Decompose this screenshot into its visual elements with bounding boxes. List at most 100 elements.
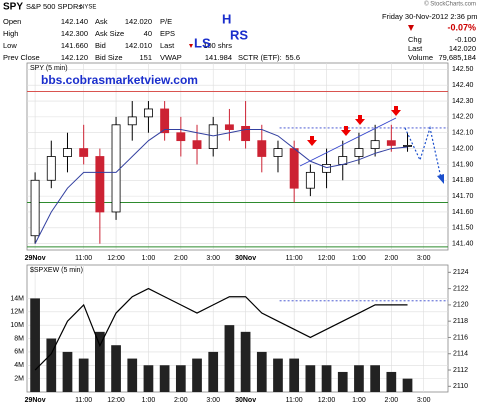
symbol: SPY [3, 2, 23, 13]
x-tick-label: 30Nov [235, 397, 256, 404]
volume-bar [208, 351, 219, 392]
volume-bar [127, 358, 138, 392]
candle-body [386, 140, 396, 146]
field-value: 142.140 [61, 17, 88, 26]
y2-tick-label: 2112 [453, 367, 468, 374]
field-value: 100 shrs [203, 41, 232, 50]
y-tick-label: 141.40 [452, 241, 474, 248]
candle-body [111, 124, 121, 213]
volume-bar [46, 338, 57, 392]
y-tick-label: 142.10 [452, 130, 474, 137]
copyright: © StockCharts.com [424, 1, 476, 8]
y2-tick-label: 2120 [453, 302, 469, 309]
x-tick-label: 3:00 [417, 255, 431, 262]
field-label: Low [3, 41, 17, 50]
datetime: Friday 30-Nov-2012 2:36 pm [382, 12, 477, 21]
candle-body [289, 148, 299, 189]
field-label: EPS [160, 29, 175, 38]
volume-bar [30, 298, 40, 392]
exchange: NYSE [80, 5, 96, 11]
x-tick-label: 11:00 [75, 397, 92, 404]
y2-tick-label: 2114 [453, 351, 468, 358]
volume-bar [273, 358, 283, 392]
field-label: Prev Close [3, 53, 40, 62]
y-tick-label: 6M [14, 349, 24, 356]
volume-bar [370, 365, 380, 392]
x-tick-label: 12:00 [107, 397, 125, 404]
down-triangle [408, 25, 414, 31]
y-tick-label: 142.20 [452, 114, 474, 121]
last-down-arrow [189, 44, 193, 48]
x-tick-label: 2:00 [385, 255, 399, 262]
candle-body [241, 125, 251, 142]
x-tick-label: 12:00 [318, 255, 336, 262]
x-tick-label: 3:00 [417, 397, 431, 404]
x-tick-label: 29Nov [25, 255, 46, 262]
x-tick-label: 11:00 [286, 397, 303, 404]
candle-body [46, 156, 56, 181]
down-arrow [391, 106, 401, 116]
field-label: Open [3, 17, 21, 26]
field-label: VWAP [160, 53, 182, 62]
field-value: 141.660 [61, 41, 88, 50]
y2-tick-label: 2124 [453, 269, 469, 276]
x-tick-label: 1:00 [142, 255, 156, 262]
volume-bar [143, 365, 154, 392]
down-arrow [355, 115, 365, 125]
volume-bar [256, 351, 267, 392]
y-tick-label: 141.80 [452, 177, 474, 184]
down-arrow [341, 126, 351, 136]
field-value: 142.120 [61, 53, 88, 62]
quote-value: -0.100 [455, 35, 476, 44]
volume-bar [95, 331, 105, 392]
candle-body [79, 148, 89, 157]
candle-body [208, 124, 218, 149]
candle-body [192, 140, 202, 149]
y-tick-label: 141.90 [452, 161, 474, 168]
y-tick-label: 141.70 [452, 193, 474, 200]
watermark: bbs.cobrasmarketview.com [41, 73, 198, 87]
candle-body [63, 148, 72, 157]
y-tick-label: 141.60 [452, 209, 474, 216]
candle-body [127, 116, 137, 126]
y2-tick-label: 2122 [453, 285, 469, 292]
x-tick-label: 11:00 [286, 255, 303, 262]
y-tick-label: 2M [14, 375, 24, 382]
volume-bar [192, 358, 202, 392]
field-value: 40 [144, 29, 152, 38]
down-arrow [307, 136, 317, 146]
volume-bar [111, 345, 121, 392]
volume-bar [78, 358, 89, 392]
volume-bar [386, 371, 397, 392]
y2-tick-label: 2116 [453, 334, 468, 341]
volume-bar [321, 365, 332, 392]
quote-value: 142.020 [449, 44, 476, 53]
projection [404, 125, 442, 179]
x-tick-label: 2:00 [174, 255, 188, 262]
candle-body [403, 145, 412, 147]
x-tick-label: 1:00 [352, 255, 366, 262]
field-value: 142.020 [125, 17, 152, 26]
candle-body [224, 124, 234, 130]
volume-bar [175, 365, 186, 392]
candle-body [257, 140, 267, 157]
x-tick-label: 1:00 [142, 397, 156, 404]
volume-bar [224, 325, 235, 392]
y2-tick-label: 2110 [453, 383, 468, 390]
field-value: 142.300 [61, 29, 88, 38]
field-label: Bid [95, 41, 106, 50]
x-tick-label: 12:00 [107, 255, 125, 262]
field-label: Bid Size [95, 53, 123, 62]
y-tick-label: 14M [10, 295, 24, 302]
candle-body [305, 171, 315, 189]
x-tick-label: 2:00 [385, 397, 399, 404]
volume-bar [240, 331, 251, 392]
price-line [34, 287, 408, 371]
y-tick-label: 142.40 [452, 82, 474, 89]
pct-change: -0.07% [447, 22, 476, 32]
neckline [299, 117, 397, 167]
plot-frame [26, 264, 449, 393]
x-tick-label: 29Nov [25, 397, 46, 404]
projection-head [437, 174, 444, 184]
